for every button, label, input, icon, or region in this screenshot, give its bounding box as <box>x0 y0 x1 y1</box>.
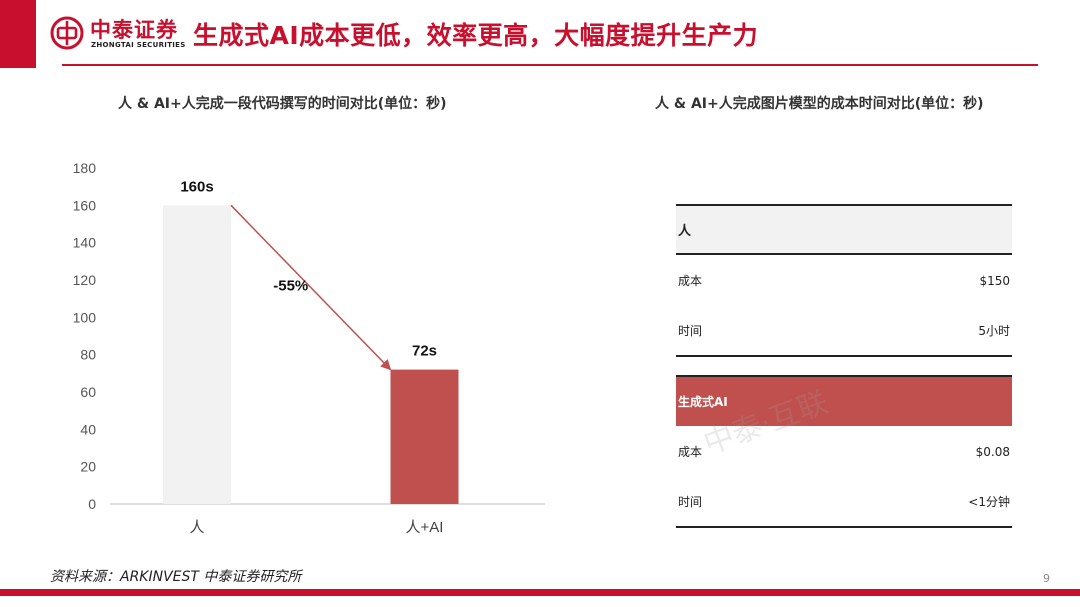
source-note: 资料来源：ARKINVEST 中泰证券研究所 <box>50 569 302 585</box>
y-tick-label: 140 <box>73 235 97 251</box>
change-arrow <box>230 204 392 371</box>
time-comparison-bar-chart: 0 20 40 60 80 100 120 140 160 180 160s 人 72s 人+AI -55% <box>73 160 545 536</box>
row-value: 5小时 <box>978 324 1010 338</box>
y-tick-label: 0 <box>88 496 96 512</box>
row-value: <1分钟 <box>968 495 1010 509</box>
page-number: 9 <box>1043 572 1050 585</box>
y-tick-label: 80 <box>80 347 96 363</box>
title-divider <box>62 64 1038 66</box>
group-label-human: 人 <box>678 224 692 239</box>
table-row: 时间 5小时 <box>676 306 1012 357</box>
row-label: 成本 <box>678 274 703 288</box>
data-label: 160s <box>180 178 213 195</box>
y-tick-label: 120 <box>73 272 97 288</box>
logo-text-cn: 中泰证券 <box>90 18 178 42</box>
y-tick-label: 100 <box>73 309 97 325</box>
y-tick-label: 20 <box>80 459 96 475</box>
row-label: 成本 <box>678 445 703 459</box>
group-header-human: 人 <box>676 204 1012 255</box>
y-tick-label: 180 <box>73 160 97 176</box>
row-value: $0.08 <box>975 444 1010 459</box>
y-tick-label: 60 <box>80 384 96 400</box>
group-header-ai: 生成式AI <box>676 375 1012 426</box>
row-label: 时间 <box>678 324 703 338</box>
x-tick-label: 人+AI <box>406 519 444 536</box>
right-table-title: 人 & AI+人完成图片模型的成本时间对比(单位：秒) <box>655 96 984 112</box>
company-logo: 中泰证券 ZHONGTAI SECURITIES <box>50 14 190 54</box>
footer-accent-bar <box>0 589 1080 596</box>
data-label: 72s <box>412 343 437 360</box>
logo-mark-icon <box>50 16 84 50</box>
cost-time-table: 人 成本 $150 时间 5小时 生成式AI 成本 $0.08 时间 <1分钟 <box>676 204 1012 528</box>
left-chart-title: 人 & AI+人完成一段代码撰写的时间对比(单位：秒) <box>118 96 447 112</box>
table-row: 成本 $150 <box>676 255 1012 306</box>
row-value: $150 <box>979 273 1010 288</box>
bar <box>163 205 231 505</box>
y-tick-label: 40 <box>80 421 96 437</box>
y-tick-label: 160 <box>73 197 97 213</box>
logo-text-en: ZHONGTAI SECURITIES <box>91 41 186 49</box>
bar <box>390 369 459 504</box>
header-accent-bar <box>0 0 36 68</box>
row-label: 时间 <box>678 495 703 509</box>
x-tick-label: 人 <box>189 519 204 536</box>
change-annotation: -55% <box>273 277 308 294</box>
group-label-ai: 生成式AI <box>678 395 728 409</box>
table-row: 时间 <1分钟 <box>676 477 1012 528</box>
page-title: 生成式AI成本更低，效率更高，大幅度提升生产力 <box>193 21 759 50</box>
table-row: 成本 $0.08 <box>676 426 1012 477</box>
